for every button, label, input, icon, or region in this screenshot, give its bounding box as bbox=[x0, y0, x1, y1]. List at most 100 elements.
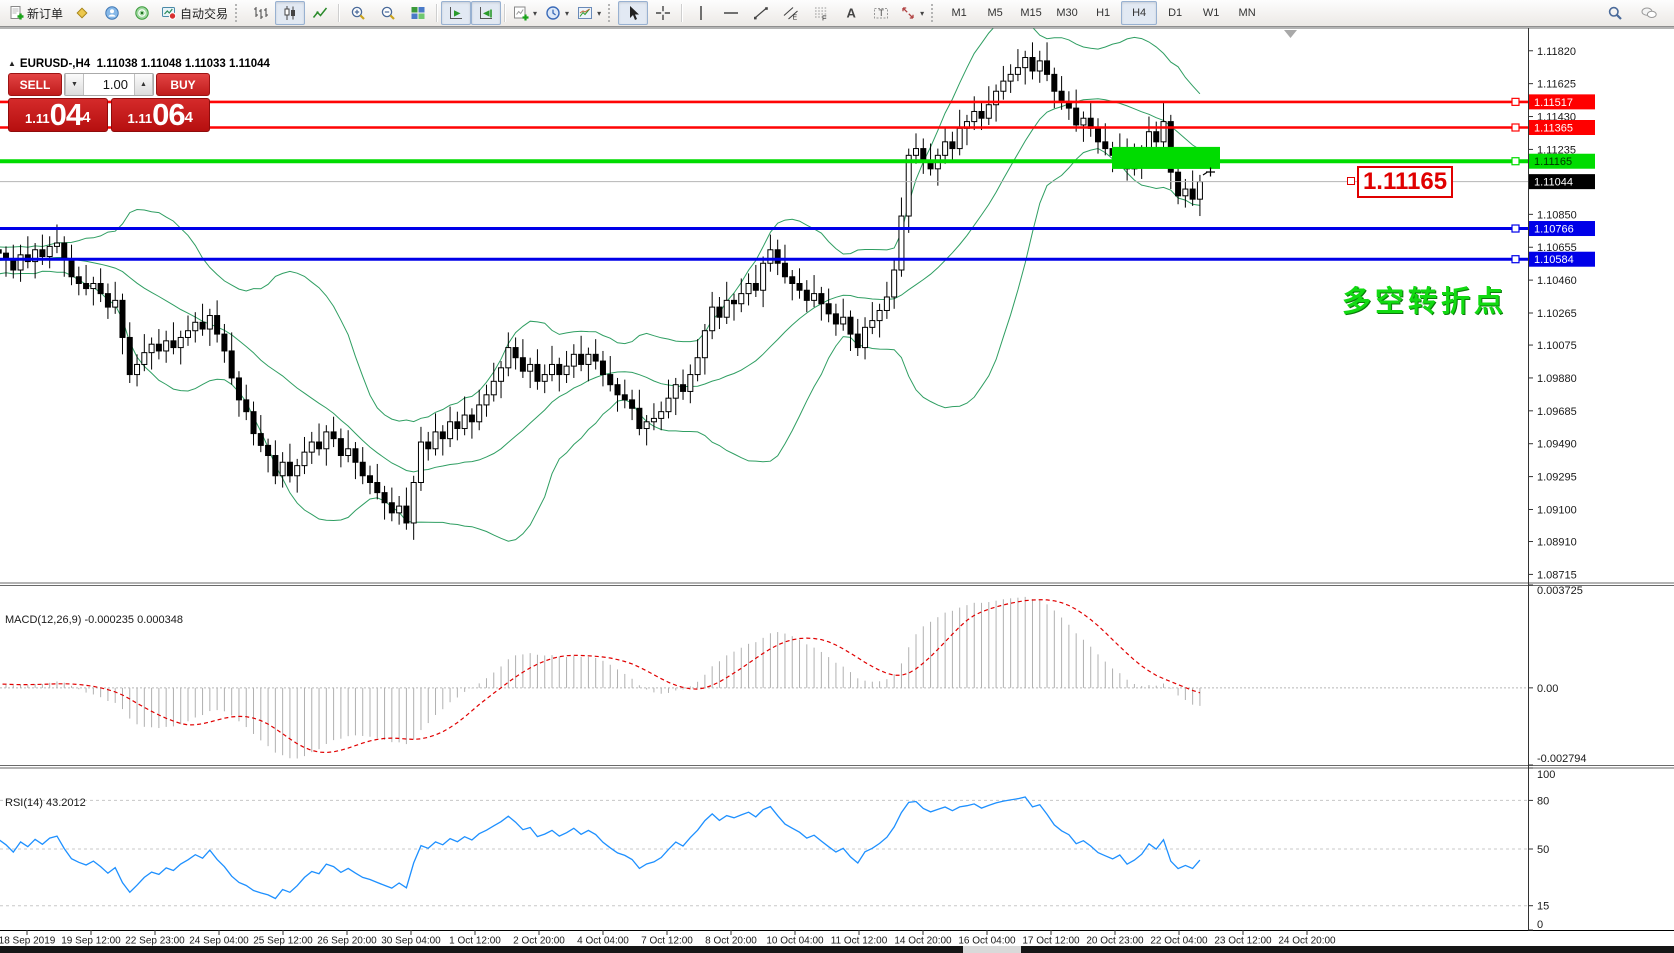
timeframe-m1-button[interactable]: M1 bbox=[951, 7, 967, 19]
zoom-in-button[interactable] bbox=[343, 1, 373, 25]
candle-bear bbox=[359, 461, 366, 477]
timeframe-mn-button[interactable]: MN bbox=[1238, 7, 1256, 19]
chart-candles-button[interactable] bbox=[275, 1, 306, 25]
time-tick-label: 30 Sep 04:00 bbox=[381, 936, 441, 947]
candle-bear bbox=[680, 384, 687, 392]
turning-point-annotation[interactable]: 多空转折点 bbox=[1342, 286, 1508, 318]
timeframe-h1-button[interactable]: H1 bbox=[1096, 7, 1111, 19]
candle-bull bbox=[432, 431, 439, 450]
candle-bear bbox=[818, 293, 825, 305]
candle-bull bbox=[942, 141, 949, 156]
templates-button[interactable]: ▾ bbox=[573, 1, 605, 25]
arrows-caret-icon: ▾ bbox=[920, 8, 925, 18]
timeframe-m15-button[interactable]: M15 bbox=[1020, 7, 1042, 19]
timeframe-w1-button[interactable]: W1 bbox=[1202, 7, 1220, 19]
candle-bear bbox=[774, 249, 781, 264]
level-lines[interactable] bbox=[0, 97, 1528, 264]
chart-window[interactable]: 1.11820 1.11625 1.11430 1.11235 1.10850 1.106… bbox=[0, 27, 1674, 947]
candle-bear bbox=[155, 343, 162, 352]
candle-bull bbox=[527, 363, 534, 372]
volume-input[interactable] bbox=[84, 74, 134, 95]
timeframe-h4-button[interactable]: H4 bbox=[1121, 1, 1158, 25]
collapse-header-icon[interactable]: ▲ bbox=[8, 59, 16, 68]
text-label-button[interactable]: T bbox=[866, 1, 896, 25]
crosshair-button[interactable] bbox=[648, 1, 678, 25]
chat-icon bbox=[1641, 5, 1657, 21]
timeframe-m30-button[interactable]: M30 bbox=[1056, 7, 1078, 19]
price-axis[interactable]: 1.118201.116251.114301.112351.108501.106… bbox=[1528, 46, 1595, 582]
rsi-tick-label: 15 bbox=[1537, 901, 1549, 913]
toolbar-separator bbox=[436, 4, 439, 22]
candle-bull bbox=[650, 417, 657, 423]
callout-handle[interactable] bbox=[1347, 177, 1355, 185]
market-watch-button[interactable] bbox=[67, 1, 97, 25]
candle-bull bbox=[505, 347, 512, 369]
rsi-pane[interactable] bbox=[0, 796, 1528, 907]
bottom-bar-segment bbox=[963, 946, 1021, 953]
chart-canvas[interactable]: 1.118201.116251.114301.112351.108501.106… bbox=[0, 27, 1674, 947]
candle-bull bbox=[1007, 73, 1014, 82]
chart-header: ▲ EURUSD-,H4 1.11038 1.11048 1.11033 1.11… bbox=[8, 58, 270, 70]
community-button[interactable] bbox=[97, 1, 127, 25]
price-tick-label: 1.08715 bbox=[1537, 569, 1577, 581]
timeframe-m5-button[interactable]: M5 bbox=[987, 7, 1003, 19]
profiles-button[interactable]: ▾ bbox=[541, 1, 573, 25]
auto-trading-button[interactable]: 自动交易 bbox=[157, 1, 232, 25]
time-tick-label: 22 Oct 04:00 bbox=[1150, 936, 1208, 947]
toolbar-grip bbox=[235, 4, 240, 22]
signals-button[interactable] bbox=[127, 1, 157, 25]
tile-windows-button[interactable] bbox=[403, 1, 433, 25]
sell-button[interactable]: SELL bbox=[8, 73, 62, 96]
candle-bull bbox=[32, 249, 39, 263]
time-tick-label: 24 Sep 04:00 bbox=[189, 936, 249, 947]
price-tick-label: 1.08910 bbox=[1537, 537, 1577, 549]
candle-bull bbox=[876, 309, 883, 322]
chart-line-button[interactable] bbox=[305, 1, 335, 25]
price-badge-label: 1.10766 bbox=[1534, 224, 1574, 236]
chart-bars-button[interactable] bbox=[245, 1, 275, 25]
svg-text:A: A bbox=[847, 6, 857, 21]
buy-price-big: 06 bbox=[152, 97, 185, 132]
zoom-in-icon bbox=[350, 5, 366, 21]
auto-scroll-icon bbox=[448, 5, 464, 21]
price-badge bbox=[1529, 94, 1595, 110]
horizontal-line-button[interactable] bbox=[716, 1, 746, 25]
chat-button[interactable] bbox=[1634, 1, 1664, 25]
zoom-out-icon bbox=[380, 5, 396, 21]
macd-axis[interactable]: 0.003725 0.00 -0.002794 bbox=[1528, 584, 1587, 766]
vertical-line-button[interactable] bbox=[686, 1, 716, 25]
arrows-button[interactable]: ▾ bbox=[896, 1, 928, 25]
highlight-zone[interactable] bbox=[1112, 146, 1220, 169]
chart-shift-triangle bbox=[1284, 30, 1297, 38]
candle-bull bbox=[308, 441, 315, 453]
time-tick-label: 14 Oct 20:00 bbox=[894, 936, 952, 947]
new-chart-button[interactable]: ▾ bbox=[509, 1, 541, 25]
rsi-axis[interactable]: 100 80 50 15 0 bbox=[1528, 767, 1555, 931]
trendline-button[interactable] bbox=[746, 1, 776, 25]
volume-decrease-icon[interactable]: ▼ bbox=[65, 74, 84, 95]
candle-bear bbox=[228, 350, 235, 379]
timeframe-d1-button[interactable]: D1 bbox=[1168, 7, 1183, 19]
equidistant-channel-button[interactable]: E bbox=[776, 1, 806, 25]
price-callout-label[interactable]: 1.11165 bbox=[1357, 166, 1453, 198]
candle-bull bbox=[840, 316, 847, 325]
auto-scroll-button[interactable] bbox=[441, 1, 472, 25]
macd-pane[interactable] bbox=[0, 596, 1528, 759]
time-axis[interactable]: 18 Sep 2019 19 Sep 12:00 22 Sep 23:00 24 Se… bbox=[0, 930, 1336, 947]
zoom-out-button[interactable] bbox=[373, 1, 403, 25]
sell-price-display[interactable]: 1.11 04 4 bbox=[8, 98, 108, 132]
buy-button[interactable]: BUY bbox=[156, 73, 210, 96]
text-button[interactable]: A bbox=[836, 1, 866, 25]
candle-bear bbox=[1095, 127, 1101, 143]
fibonacci-button[interactable]: F bbox=[806, 1, 836, 25]
candle-bear bbox=[978, 110, 985, 119]
volume-increase-icon[interactable]: ▲ bbox=[134, 74, 153, 95]
search-button[interactable] bbox=[1600, 1, 1630, 25]
new-order-button[interactable]: 新订单 bbox=[4, 1, 67, 25]
text-label-icon: T bbox=[873, 5, 889, 21]
cursor-button[interactable] bbox=[618, 1, 649, 25]
arrows-icon bbox=[900, 5, 916, 21]
buy-price-display[interactable]: 1.11 06 4 bbox=[110, 97, 210, 132]
candle-bear bbox=[221, 333, 228, 352]
chart-shift-button[interactable] bbox=[471, 1, 502, 25]
